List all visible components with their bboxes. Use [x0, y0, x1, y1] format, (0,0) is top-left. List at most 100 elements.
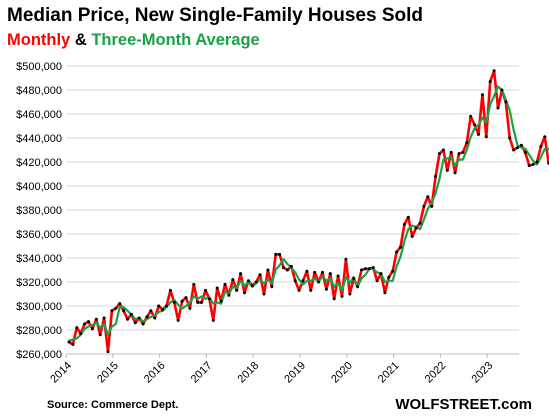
brand-logo-text: WOLFSTREET.com — [395, 396, 532, 413]
data-point-monthly — [79, 332, 83, 336]
data-point-monthly — [504, 100, 508, 104]
data-point-monthly — [531, 162, 535, 166]
data-point-monthly — [293, 279, 297, 283]
data-point-monthly — [352, 276, 356, 280]
data-point-monthly — [266, 268, 270, 272]
data-point-monthly — [453, 171, 457, 175]
data-point-monthly — [383, 291, 387, 295]
data-point-monthly — [118, 302, 122, 306]
data-point-monthly — [402, 222, 406, 226]
data-point-monthly — [282, 266, 285, 270]
x-tick-label: 2016 — [142, 360, 168, 386]
data-point-monthly — [90, 327, 94, 331]
source-note: Source: Commerce Dept. — [47, 399, 179, 411]
data-point-monthly — [110, 309, 114, 313]
data-point-monthly — [75, 326, 79, 330]
data-point-monthly — [270, 285, 274, 289]
data-point-monthly — [278, 252, 282, 256]
data-point-monthly — [539, 144, 543, 148]
data-point-monthly — [243, 291, 246, 295]
data-point-monthly — [71, 342, 75, 346]
data-point-monthly — [122, 309, 126, 313]
data-point-monthly — [141, 322, 145, 326]
x-tick-label: 2015 — [95, 360, 121, 386]
data-point-monthly — [321, 270, 324, 274]
data-point-monthly — [488, 80, 492, 84]
x-tick-label: 2023 — [470, 360, 496, 386]
data-point-monthly — [332, 297, 336, 301]
data-point-monthly — [445, 168, 449, 172]
x-tick-label: 2021 — [376, 360, 402, 386]
data-point-monthly — [114, 306, 118, 310]
data-point-monthly — [67, 340, 71, 344]
y-tick-label: $400,000 — [16, 181, 62, 193]
data-point-monthly — [430, 204, 434, 208]
data-point-monthly — [340, 294, 344, 298]
data-point-monthly — [246, 279, 250, 283]
x-tick-label: 2019 — [282, 360, 308, 386]
data-point-monthly — [262, 292, 266, 296]
data-point-monthly — [348, 292, 352, 296]
y-axis: $260,000 $280,000 $300,000 $320,000 $340,000… — [16, 61, 62, 361]
y-tick-label: $340,000 — [16, 253, 62, 265]
data-point-monthly — [87, 320, 90, 324]
data-point-monthly — [363, 267, 367, 271]
data-point-monthly — [512, 148, 516, 152]
data-point-monthly — [317, 280, 321, 284]
y-tick-label: $360,000 — [16, 229, 62, 241]
data-point-monthly — [149, 309, 153, 313]
data-point-monthly — [219, 299, 223, 303]
data-point-monthly — [399, 245, 402, 249]
y-tick-label: $260,000 — [16, 349, 62, 361]
data-point-monthly — [336, 274, 340, 278]
data-point-monthly — [371, 266, 375, 270]
data-point-monthly — [254, 280, 258, 284]
data-point-monthly — [426, 195, 430, 199]
data-point-monthly — [379, 272, 383, 276]
data-point-monthly — [231, 278, 235, 282]
series-line-monthly — [68, 69, 549, 353]
data-point-monthly — [387, 275, 391, 279]
data-point-monthly — [285, 268, 289, 272]
data-point-monthly — [161, 308, 165, 312]
data-point-monthly — [457, 152, 461, 156]
data-point-monthly — [98, 333, 102, 337]
y-tick-label: $440,000 — [16, 133, 62, 145]
data-point-monthly — [496, 106, 500, 110]
legend-three-month-average: Three-Month Average — [91, 31, 260, 49]
chart-title: Median Price, New Single-Family Houses S… — [7, 5, 423, 26]
data-point-monthly — [274, 252, 278, 256]
data-point-monthly — [391, 269, 395, 273]
data-point-monthly — [434, 174, 438, 178]
data-point-monthly — [157, 304, 161, 308]
data-point-monthly — [153, 316, 157, 320]
data-point-monthly — [414, 226, 418, 230]
y-tick-label: $300,000 — [16, 301, 62, 313]
data-point-monthly — [406, 215, 410, 219]
data-point-monthly — [196, 300, 200, 304]
data-point-monthly — [223, 282, 227, 286]
y-tick-label: $460,000 — [16, 109, 62, 121]
data-point-monthly — [344, 257, 348, 261]
data-point-monthly — [410, 234, 414, 238]
data-point-monthly — [375, 279, 379, 283]
x-tick-label: 2022 — [423, 360, 449, 386]
x-tick-label: 2017 — [189, 360, 215, 386]
legend-monthly: Monthly — [7, 31, 71, 49]
data-point-monthly — [168, 288, 172, 292]
data-point-monthly — [133, 321, 137, 325]
data-point-monthly — [176, 318, 180, 322]
data-point-monthly — [484, 135, 488, 139]
data-point-monthly — [258, 273, 262, 277]
data-point-monthly — [360, 268, 363, 272]
data-point-monthly — [188, 306, 192, 310]
data-point-monthly — [449, 150, 453, 154]
data-point-monthly — [126, 317, 129, 321]
data-point-monthly — [192, 282, 196, 286]
data-point-monthly — [83, 322, 87, 326]
data-point-monthly — [180, 299, 184, 303]
legend-ampersand: & — [70, 31, 92, 49]
data-point-monthly — [324, 287, 328, 291]
data-point-monthly — [356, 285, 360, 289]
chart-subtitle-legend: Monthly & Three-Month Average — [7, 31, 260, 50]
